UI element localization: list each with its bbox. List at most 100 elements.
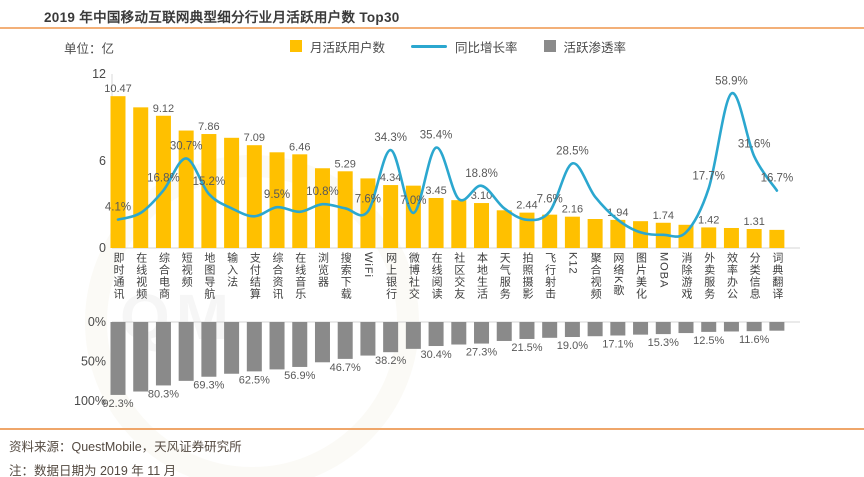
penetration-bar-label: 11.6% [739, 334, 770, 346]
mau-bar-label: 10.47 [104, 83, 132, 95]
penetration-bar [564, 322, 580, 338]
penetration-bar [587, 322, 603, 337]
penetration-bar-label: 21.5% [511, 342, 542, 354]
category-label: 消除游戏 [680, 252, 692, 300]
growth-point-label: 7.0% [400, 195, 426, 207]
mau-bar-label: 1.42 [698, 214, 719, 226]
mau-bar [723, 227, 739, 248]
penetration-bar [633, 322, 649, 335]
growth-point-label: 7.6% [537, 194, 563, 206]
mau-swatch-icon [290, 40, 302, 52]
category-label: 短视频 [180, 252, 193, 288]
penetration-bar-label: 27.3% [466, 347, 497, 359]
mau-bar [428, 197, 444, 248]
category-label: 网上银行 [384, 252, 397, 300]
penetration-bar [224, 322, 240, 374]
penetration-bar [655, 322, 671, 335]
penetration-bar-label: 19.0% [557, 340, 588, 352]
growth-point-label: 30.7% [170, 140, 203, 152]
category-label: 图片美化 [634, 252, 647, 300]
penetration-bar [201, 322, 217, 377]
growth-point-label: 17.7% [692, 170, 725, 182]
growth-point-label: 9.5% [264, 189, 290, 201]
mau-bar [246, 145, 262, 248]
penetration-bar [610, 322, 626, 336]
mau-axis-tick: 12 [92, 67, 106, 81]
mau-axis-tick: 6 [99, 154, 106, 168]
growth-point-label: 34.3% [374, 132, 407, 144]
category-label: 支付结算 [248, 252, 261, 300]
growth-point-label: 18.8% [465, 168, 498, 180]
legend-item-mau: 月活跃用户数 [290, 37, 385, 56]
mau-bar [746, 229, 762, 248]
mau-bar [405, 185, 421, 248]
growth-point-label: 28.5% [556, 145, 589, 157]
category-label: 综合电商 [157, 252, 170, 300]
category-label: 效率办公 [725, 252, 738, 300]
penetration-axis-tick: 100% [74, 394, 106, 408]
category-label: K12 [566, 252, 579, 275]
mau-bar-label: 2.44 [516, 200, 537, 212]
mau-bar [224, 137, 240, 248]
mau-bar [110, 96, 126, 248]
penetration-bar [519, 322, 535, 339]
penetration-bar [428, 322, 444, 347]
mau-bar-label: 1.74 [653, 210, 674, 222]
category-label: 词典翻译 [770, 252, 783, 300]
penetration-bar [496, 322, 512, 341]
category-label: 在线音乐 [293, 252, 306, 300]
mau-bar [542, 214, 558, 248]
penetration-bar-label: 15.3% [648, 337, 679, 349]
mau-bar-label: 4.34 [380, 172, 401, 184]
mau-bar-label: 2.16 [562, 204, 583, 216]
mau-bar-label: 3.45 [425, 185, 446, 197]
mau-bar-label: 1.31 [743, 216, 764, 228]
category-label: 在线阅读 [430, 252, 443, 300]
mau-bar [155, 115, 171, 248]
mau-bar-label: 3.10 [471, 190, 492, 202]
category-label: 聚合视频 [589, 252, 602, 300]
growth-point-label: 15.2% [193, 176, 226, 188]
category-label: 本地生活 [475, 252, 488, 300]
category-label: MOBA [657, 252, 670, 289]
mau-bar [383, 185, 399, 248]
growth-point-label: 35.4% [420, 130, 453, 142]
mau-bar [133, 107, 149, 248]
category-label: 飞行射击 [543, 252, 556, 300]
category-label: 即时通讯 [112, 252, 124, 300]
category-label: 天气服务 [498, 252, 511, 300]
penetration-bar [133, 322, 149, 392]
penetration-swatch-icon [543, 40, 556, 52]
mau-bar [587, 219, 603, 248]
penetration-bar-label: 12.5% [693, 335, 724, 347]
penetration-bar [269, 322, 285, 370]
penetration-bar [360, 322, 376, 356]
penetration-bar-label: 38.2% [375, 355, 406, 367]
penetration-bar [337, 322, 353, 359]
penetration-bar [314, 322, 330, 363]
growth-point-label: 58.9% [715, 76, 748, 88]
legend-label-penetration: 活跃渗透率 [563, 40, 627, 55]
penetration-bar [383, 322, 399, 353]
mau-bar [314, 168, 330, 248]
mau-bar [269, 152, 285, 248]
penetration-bar [678, 322, 694, 334]
category-label: WiFi [361, 252, 374, 278]
penetration-bar-label: 62.5% [239, 374, 270, 386]
legend-item-penetration: 活跃渗透率 [543, 37, 627, 56]
penetration-bar [701, 322, 717, 332]
growth-point-label: 7.6% [355, 194, 381, 206]
mau-bar [564, 216, 580, 248]
growth-line [116, 92, 779, 238]
mau-bar [337, 171, 353, 248]
penetration-bar [542, 322, 558, 338]
penetration-bar [769, 322, 785, 331]
mau-bar [610, 219, 626, 248]
penetration-bar [110, 322, 126, 395]
penetration-bar [246, 322, 262, 372]
growth-point-label: 4.1% [105, 202, 131, 214]
growth-point-label: 16.7% [761, 173, 794, 185]
penetration-bar-label: 46.7% [330, 362, 361, 374]
